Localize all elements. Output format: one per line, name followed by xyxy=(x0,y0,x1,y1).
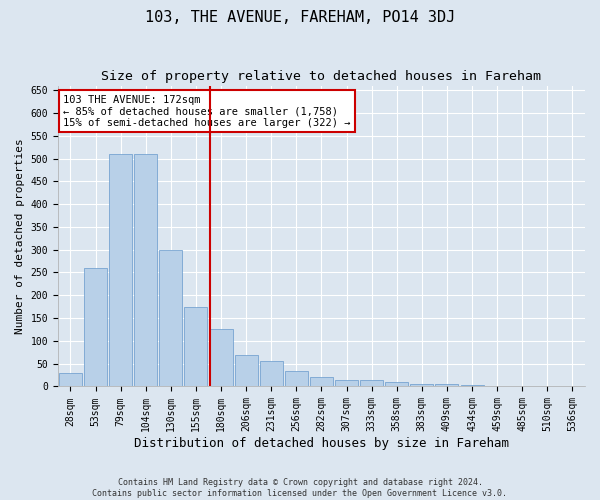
Bar xyxy=(209,330,233,386)
X-axis label: Distribution of detached houses by size in Fareham: Distribution of detached houses by size … xyxy=(134,437,509,450)
Bar xyxy=(436,384,458,386)
Bar xyxy=(160,250,182,386)
Bar xyxy=(335,380,358,386)
Bar xyxy=(385,382,408,386)
Bar xyxy=(84,268,107,386)
Bar xyxy=(310,378,333,386)
Bar xyxy=(109,154,132,386)
Bar xyxy=(360,380,383,386)
Bar xyxy=(134,154,157,386)
Bar xyxy=(461,384,484,386)
Text: 103, THE AVENUE, FAREHAM, PO14 3DJ: 103, THE AVENUE, FAREHAM, PO14 3DJ xyxy=(145,10,455,25)
Text: Contains HM Land Registry data © Crown copyright and database right 2024.
Contai: Contains HM Land Registry data © Crown c… xyxy=(92,478,508,498)
Bar xyxy=(59,373,82,386)
Text: 103 THE AVENUE: 172sqm
← 85% of detached houses are smaller (1,758)
15% of semi-: 103 THE AVENUE: 172sqm ← 85% of detached… xyxy=(63,94,350,128)
Y-axis label: Number of detached properties: Number of detached properties xyxy=(15,138,25,334)
Bar xyxy=(285,370,308,386)
Bar xyxy=(410,384,433,386)
Title: Size of property relative to detached houses in Fareham: Size of property relative to detached ho… xyxy=(101,70,541,83)
Bar xyxy=(260,362,283,386)
Bar xyxy=(184,306,208,386)
Bar xyxy=(235,354,257,386)
